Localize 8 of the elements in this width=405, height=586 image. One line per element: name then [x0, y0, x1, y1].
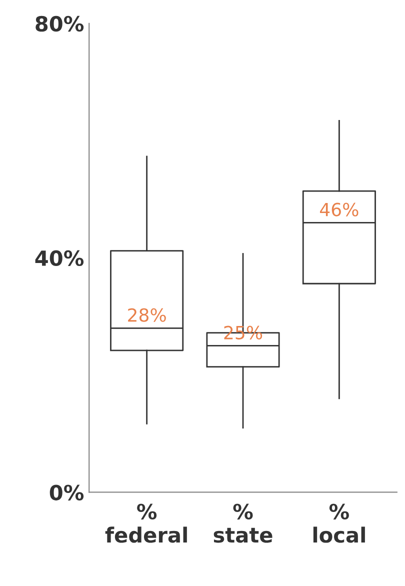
y-tick-label: 0%	[50, 484, 84, 500]
x-tick-label: % federal	[105, 504, 187, 543]
y-tick-label: 40%	[35, 250, 84, 266]
y-tick-label: 80%	[36, 16, 84, 32]
text: 28%	[128, 308, 166, 322]
text: 46%	[320, 202, 358, 216]
x-tick-label: % state	[214, 504, 272, 543]
x-tick-label: % local	[313, 504, 365, 543]
